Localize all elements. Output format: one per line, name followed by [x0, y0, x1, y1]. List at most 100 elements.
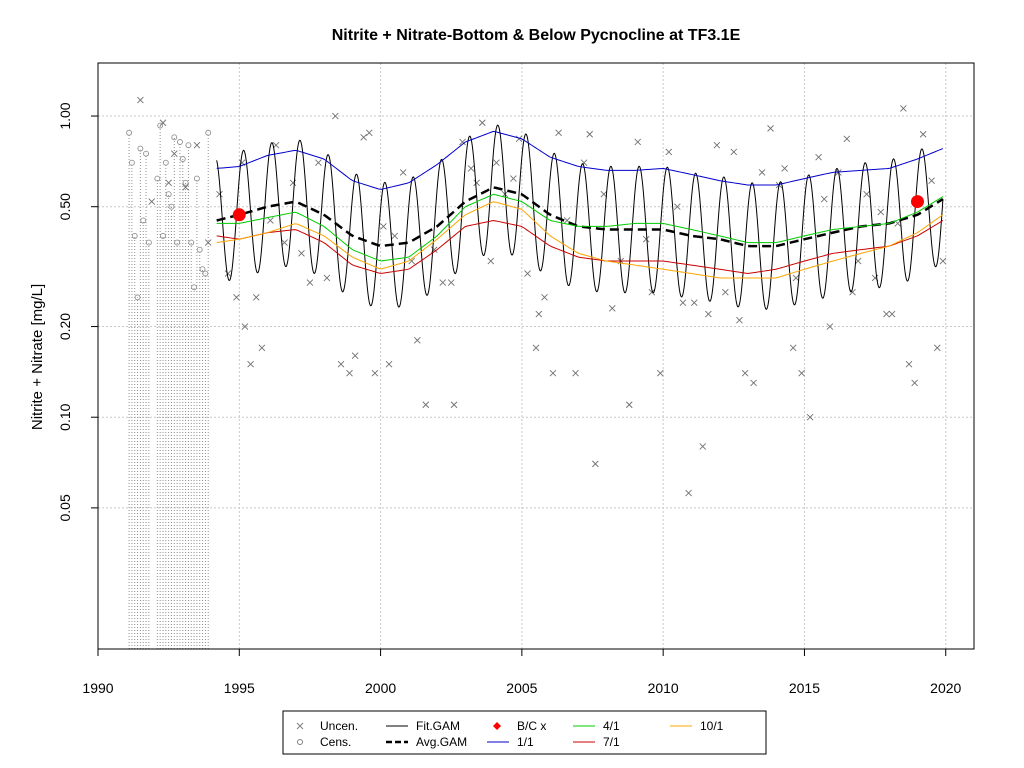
x-tick-label: 1995	[224, 680, 255, 696]
censored-points	[126, 122, 212, 649]
uncensored-point	[447, 279, 455, 286]
censored-point	[154, 175, 161, 182]
uncensored-point	[705, 310, 712, 318]
uncensored-point	[673, 203, 681, 211]
fit-gam-series	[216, 124, 944, 310]
x-axis: 1990 1995 2000 2005 2010 2015 2020	[82, 648, 962, 696]
uncensored-point	[473, 179, 480, 187]
legend-item: Cens.	[297, 735, 351, 749]
censored-point	[185, 142, 192, 149]
uncensored-point	[487, 257, 495, 265]
uncensored-point	[241, 323, 249, 330]
bc-points	[232, 195, 924, 222]
uncensored-point	[699, 443, 707, 450]
legend-item: 4/1	[573, 719, 620, 733]
uncensored-point	[900, 105, 907, 112]
uncensored-point	[555, 129, 562, 137]
censored-point	[174, 239, 181, 246]
uncensored-point	[815, 153, 822, 161]
uncensored-point	[493, 159, 500, 167]
censored-point	[188, 239, 195, 246]
uncensored-point	[586, 130, 594, 138]
uncensored-point	[939, 257, 947, 265]
legend: Uncen. Fit.GAM B/C x 4/1 10/1 Cens. Avg.GAM 1/1…	[282, 710, 767, 755]
y-axis-label: Nitrite + Nitrate [mg/L]	[29, 284, 46, 430]
uncensored-point	[165, 179, 172, 187]
uncensored-point	[515, 135, 523, 143]
uncensored-point	[625, 401, 633, 409]
legend-label: 4/1	[603, 719, 620, 733]
trend-series	[216, 130, 944, 279]
uncensored-point	[592, 460, 599, 468]
uncensored-point	[888, 310, 896, 318]
censored-point	[140, 217, 147, 224]
uncensored-point	[877, 208, 885, 216]
uncensored-point	[332, 112, 339, 120]
censored-point	[157, 122, 164, 129]
censored-point	[182, 179, 189, 186]
uncensored-point	[863, 190, 870, 198]
uncensored-point	[634, 138, 642, 146]
legend-label: B/C x	[517, 719, 546, 733]
uncensored-point	[224, 270, 232, 277]
legend-box	[282, 710, 767, 755]
uncensored-point	[233, 294, 240, 301]
censored-point	[162, 159, 169, 166]
legend-label: Fit.GAM	[416, 719, 460, 733]
uncensored-point	[450, 401, 458, 409]
uncensored-point	[148, 198, 156, 205]
legend-label: Uncen.	[320, 719, 358, 733]
censored-point	[131, 232, 138, 239]
legend-item: B/C x	[493, 719, 546, 733]
legend-symbol	[297, 739, 303, 745]
y-tick-label: 0.05	[57, 494, 73, 521]
censored-point	[171, 134, 178, 141]
uncensored-point	[385, 360, 393, 368]
uncensored-point	[337, 360, 345, 368]
censored-point	[179, 156, 186, 162]
uncensored-point	[657, 369, 664, 377]
uncensored-point	[685, 489, 692, 497]
uncensored-point	[792, 274, 800, 282]
x-tick-label: 2000	[365, 680, 396, 696]
x-tick-label: 2020	[930, 680, 961, 696]
series-line-avg-gam	[216, 186, 944, 248]
fit-gam-line	[216, 124, 944, 310]
legend-label: 1/1	[517, 735, 534, 749]
legend-label: Cens.	[320, 735, 351, 749]
uncensored-points	[137, 96, 947, 497]
grid-lines	[98, 63, 974, 649]
uncensored-point	[919, 130, 927, 138]
y-tick-label: 0.50	[57, 193, 73, 220]
x-tick-label: 2015	[789, 680, 820, 696]
censored-point	[196, 246, 203, 253]
legend-label: Avg.GAM	[416, 735, 467, 749]
legend-item: Uncen.	[296, 719, 358, 733]
uncensored-point	[690, 299, 698, 307]
uncensored-point	[365, 129, 373, 137]
legend-symbol	[296, 722, 304, 730]
uncensored-point	[741, 369, 749, 377]
censored-point	[137, 145, 144, 152]
series-line-7-1	[216, 220, 944, 274]
y-axis: 0.05 0.10 0.20 0.50 1.00	[57, 102, 98, 522]
legend-label: 10/1	[700, 719, 724, 733]
uncensored-point	[679, 299, 687, 307]
uncensored-point	[549, 369, 557, 377]
uncensored-point	[524, 270, 531, 277]
uncensored-point	[380, 223, 387, 230]
legend-label: 7/1	[603, 735, 620, 749]
uncensored-point	[750, 379, 757, 387]
x-tick-label: 2010	[648, 680, 679, 696]
uncensored-point	[467, 165, 475, 172]
uncensored-point	[510, 175, 517, 182]
censored-point	[176, 139, 183, 145]
uncensored-point	[408, 257, 415, 265]
y-tick-label: 1.00	[57, 102, 73, 129]
x-tick-label: 1990	[82, 680, 113, 696]
y-tick-label: 0.20	[57, 313, 73, 340]
bc-point	[910, 195, 924, 209]
uncensored-point	[781, 165, 788, 172]
censored-point	[126, 129, 133, 136]
